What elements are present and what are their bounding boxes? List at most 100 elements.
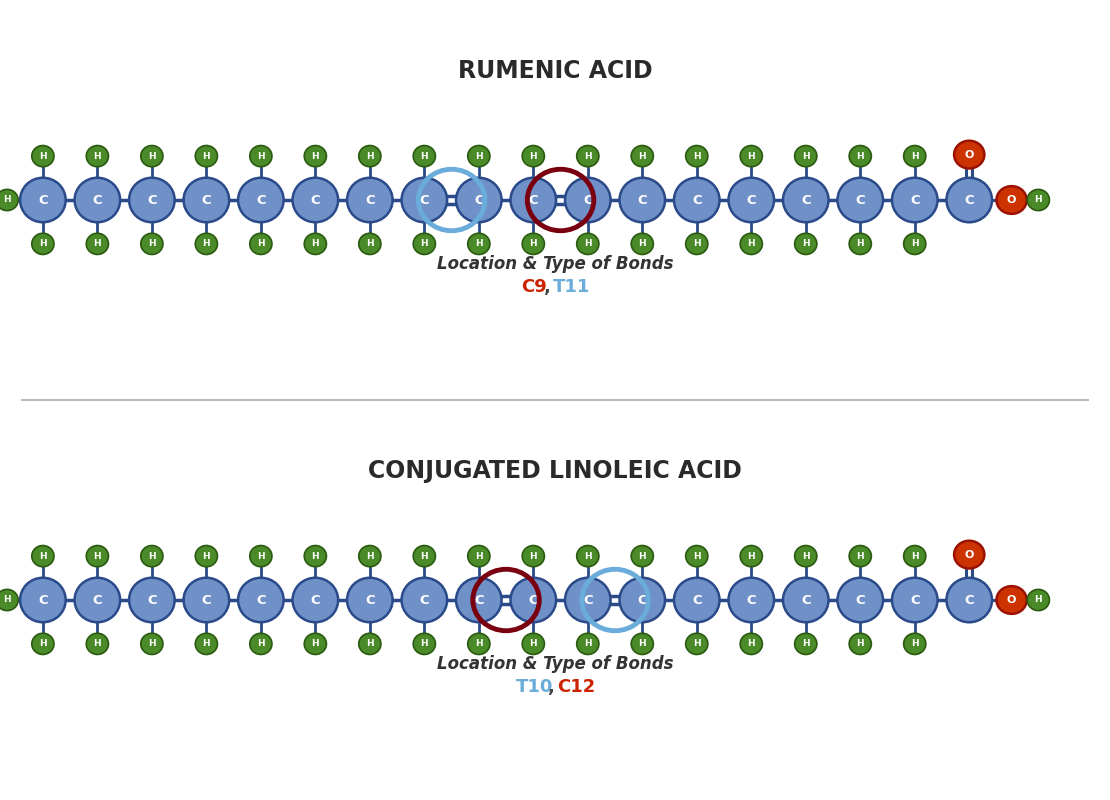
- Text: O: O: [1007, 195, 1017, 205]
- Text: H: H: [529, 552, 537, 561]
- Ellipse shape: [359, 546, 381, 566]
- Ellipse shape: [522, 146, 544, 166]
- Ellipse shape: [359, 634, 381, 654]
- Text: H: H: [857, 152, 864, 161]
- Ellipse shape: [997, 186, 1027, 214]
- Text: H: H: [366, 239, 374, 248]
- Text: H: H: [39, 552, 47, 561]
- Text: H: H: [258, 239, 264, 248]
- Ellipse shape: [413, 146, 435, 166]
- Text: C: C: [801, 194, 810, 206]
- Ellipse shape: [565, 178, 610, 222]
- Text: H: H: [638, 639, 646, 648]
- Ellipse shape: [402, 578, 447, 622]
- Ellipse shape: [32, 146, 54, 166]
- Text: C: C: [965, 194, 975, 206]
- Ellipse shape: [347, 178, 393, 222]
- Text: C: C: [311, 594, 320, 606]
- Ellipse shape: [195, 146, 218, 166]
- Text: C12: C12: [557, 678, 595, 696]
- Ellipse shape: [740, 634, 763, 654]
- Ellipse shape: [904, 634, 926, 654]
- Text: H: H: [312, 239, 320, 248]
- Text: H: H: [857, 639, 864, 648]
- Text: H: H: [39, 152, 47, 161]
- Text: H: H: [202, 639, 210, 648]
- Text: C: C: [92, 194, 102, 206]
- Text: C9: C9: [522, 278, 547, 296]
- Ellipse shape: [87, 546, 109, 566]
- Ellipse shape: [849, 234, 871, 254]
- Text: C: C: [910, 194, 919, 206]
- Text: CONJUGATED LINOLEIC ACID: CONJUGATED LINOLEIC ACID: [369, 459, 741, 483]
- Text: Location & Type of Bonds: Location & Type of Bonds: [436, 255, 674, 273]
- Text: H: H: [911, 152, 919, 161]
- Text: H: H: [747, 239, 755, 248]
- Ellipse shape: [565, 578, 610, 622]
- Text: C: C: [147, 594, 157, 606]
- Ellipse shape: [87, 234, 109, 254]
- Text: H: H: [93, 639, 101, 648]
- Ellipse shape: [577, 634, 599, 654]
- Ellipse shape: [947, 178, 992, 222]
- Text: C: C: [38, 594, 48, 606]
- Text: H: H: [421, 639, 428, 648]
- Ellipse shape: [728, 578, 774, 622]
- Ellipse shape: [32, 546, 54, 566]
- Ellipse shape: [783, 578, 828, 622]
- Text: C: C: [365, 594, 375, 606]
- Ellipse shape: [129, 178, 174, 222]
- Ellipse shape: [413, 634, 435, 654]
- Ellipse shape: [783, 178, 828, 222]
- Text: H: H: [148, 639, 155, 648]
- Text: H: H: [693, 639, 700, 648]
- Ellipse shape: [141, 634, 163, 654]
- Ellipse shape: [467, 146, 490, 166]
- Text: O: O: [965, 150, 973, 160]
- Text: H: H: [39, 239, 47, 248]
- Ellipse shape: [32, 634, 54, 654]
- Text: H: H: [529, 152, 537, 161]
- Ellipse shape: [892, 578, 938, 622]
- Text: H: H: [1035, 195, 1042, 205]
- Text: H: H: [3, 195, 11, 205]
- Text: H: H: [801, 239, 809, 248]
- Ellipse shape: [795, 146, 817, 166]
- Text: H: H: [3, 595, 11, 605]
- Text: C: C: [637, 594, 647, 606]
- Text: C: C: [147, 194, 157, 206]
- Ellipse shape: [904, 546, 926, 566]
- Text: C: C: [910, 594, 919, 606]
- Ellipse shape: [141, 146, 163, 166]
- Ellipse shape: [413, 546, 435, 566]
- Ellipse shape: [904, 146, 926, 166]
- Text: C: C: [965, 594, 975, 606]
- Ellipse shape: [467, 234, 490, 254]
- Text: C: C: [202, 594, 211, 606]
- Text: H: H: [911, 552, 919, 561]
- Text: C: C: [528, 194, 538, 206]
- Text: H: H: [366, 639, 374, 648]
- Ellipse shape: [795, 546, 817, 566]
- Text: H: H: [693, 239, 700, 248]
- Ellipse shape: [795, 634, 817, 654]
- Text: H: H: [857, 552, 864, 561]
- Ellipse shape: [183, 578, 229, 622]
- Ellipse shape: [955, 141, 985, 169]
- Ellipse shape: [20, 578, 65, 622]
- Text: H: H: [911, 639, 919, 648]
- Text: H: H: [148, 152, 155, 161]
- Ellipse shape: [87, 146, 109, 166]
- Text: H: H: [584, 552, 592, 561]
- Ellipse shape: [359, 234, 381, 254]
- Ellipse shape: [849, 546, 871, 566]
- Text: H: H: [202, 239, 210, 248]
- Ellipse shape: [892, 178, 938, 222]
- Ellipse shape: [837, 578, 884, 622]
- Ellipse shape: [413, 234, 435, 254]
- Text: H: H: [421, 552, 428, 561]
- Ellipse shape: [0, 590, 18, 610]
- Ellipse shape: [740, 546, 763, 566]
- Ellipse shape: [456, 578, 502, 622]
- Text: H: H: [202, 552, 210, 561]
